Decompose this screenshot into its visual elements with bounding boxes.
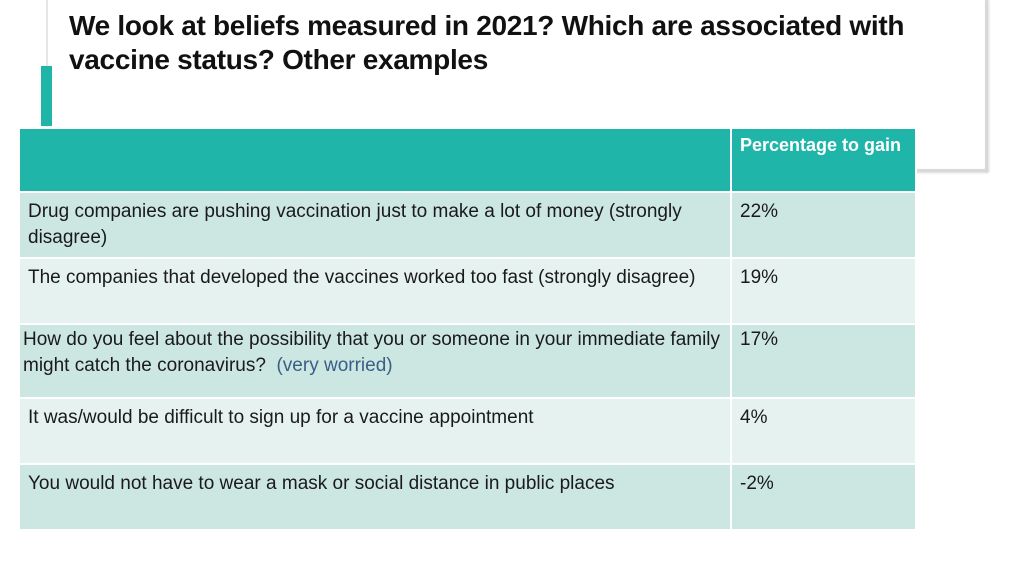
belief-text: Drug companies are pushing vaccination j… xyxy=(28,201,682,248)
frame-line-left xyxy=(46,0,48,128)
belief-text: The companies that developed the vaccine… xyxy=(28,267,696,288)
accent-bar xyxy=(41,66,52,126)
belief-label: It was/would be difficult to sign up for… xyxy=(18,397,732,465)
belief-table-container: Percentage to gain Drug companies are pu… xyxy=(18,127,917,531)
belief-label: Drug companies are pushing vaccination j… xyxy=(18,191,732,259)
percentage-value: 4% xyxy=(730,397,917,465)
belief-table: Percentage to gain Drug companies are pu… xyxy=(18,127,917,531)
table-row: Drug companies are pushing vaccination j… xyxy=(18,191,917,259)
belief-text: It was/would be difficult to sign up for… xyxy=(28,407,534,428)
belief-text: You would not have to wear a mask or soc… xyxy=(28,473,615,494)
frame-line-right xyxy=(985,0,988,172)
slide-title: We look at beliefs measured in 2021? Whi… xyxy=(69,10,905,75)
table-row: The companies that developed the vaccine… xyxy=(18,257,917,325)
table-row: How do you feel about the possibility th… xyxy=(18,323,917,399)
belief-text: How do you feel about the possibility th… xyxy=(23,329,721,376)
percentage-value: 22% xyxy=(730,191,917,259)
belief-label: You would not have to wear a mask or soc… xyxy=(18,463,732,531)
header-cell-belief xyxy=(18,127,732,193)
table-row: It was/would be difficult to sign up for… xyxy=(18,397,917,465)
belief-label: How do you feel about the possibility th… xyxy=(18,323,732,399)
table-row: You would not have to wear a mask or soc… xyxy=(18,463,917,531)
percentage-value: 17% xyxy=(730,323,917,399)
percentage-value: -2% xyxy=(730,463,917,531)
table-header-row: Percentage to gain xyxy=(18,127,917,193)
frame-line-bottom xyxy=(914,169,988,172)
header-cell-percentage: Percentage to gain xyxy=(730,127,917,193)
percentage-value: 19% xyxy=(730,257,917,325)
belief-highlight: (very worried) xyxy=(276,355,393,376)
belief-label: The companies that developed the vaccine… xyxy=(18,257,732,325)
